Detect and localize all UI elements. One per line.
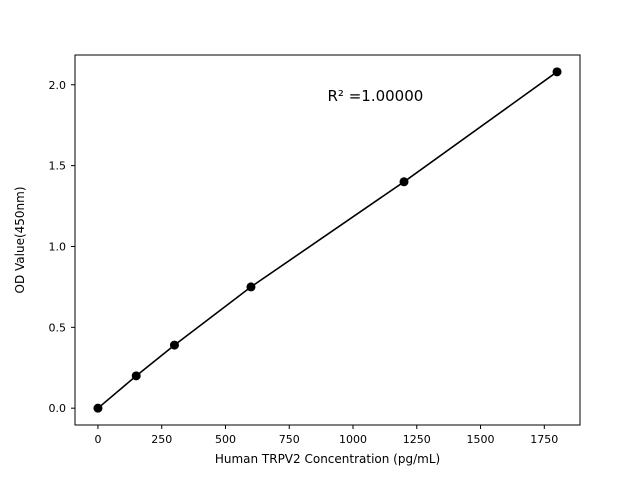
plot-area: 0 250 500 750 1000 1250 1500 1750 0.0 0.5 1.0 1.5 2.… (49, 54, 581, 446)
x-axis-label: Human TRPV2 Concentration (pg/mL) (215, 452, 440, 466)
x-tick-label: 500 (215, 433, 236, 446)
y-axis-label: OD Value(450nm) (13, 186, 27, 293)
y-tick-label: 0.5 (49, 321, 67, 334)
axes-frame (74, 54, 581, 426)
data-point-marker (399, 177, 409, 187)
x-tick-label: 1000 (339, 433, 367, 446)
standard-curve-line (97, 71, 558, 409)
data-point-marker (246, 282, 256, 292)
data-point-marker (93, 403, 103, 413)
y-tick-label: 1.0 (49, 240, 67, 253)
data-point-marker (552, 67, 562, 77)
r-squared-annotation: R² =1.00000 (328, 87, 424, 105)
y-tick-label: 0.0 (49, 402, 67, 415)
x-tick-label: 1750 (530, 433, 558, 446)
x-tick-label: 0 (94, 433, 101, 446)
data-point-marker (169, 340, 179, 350)
data-point-marker (131, 371, 141, 381)
x-tick-label: 1250 (403, 433, 431, 446)
y-tick-label: 1.5 (49, 160, 67, 173)
x-tick-label: 250 (151, 433, 172, 446)
x-tick-label: 750 (279, 433, 300, 446)
y-tick-label: 2.0 (49, 79, 67, 92)
x-tick-label: 1500 (467, 433, 495, 446)
